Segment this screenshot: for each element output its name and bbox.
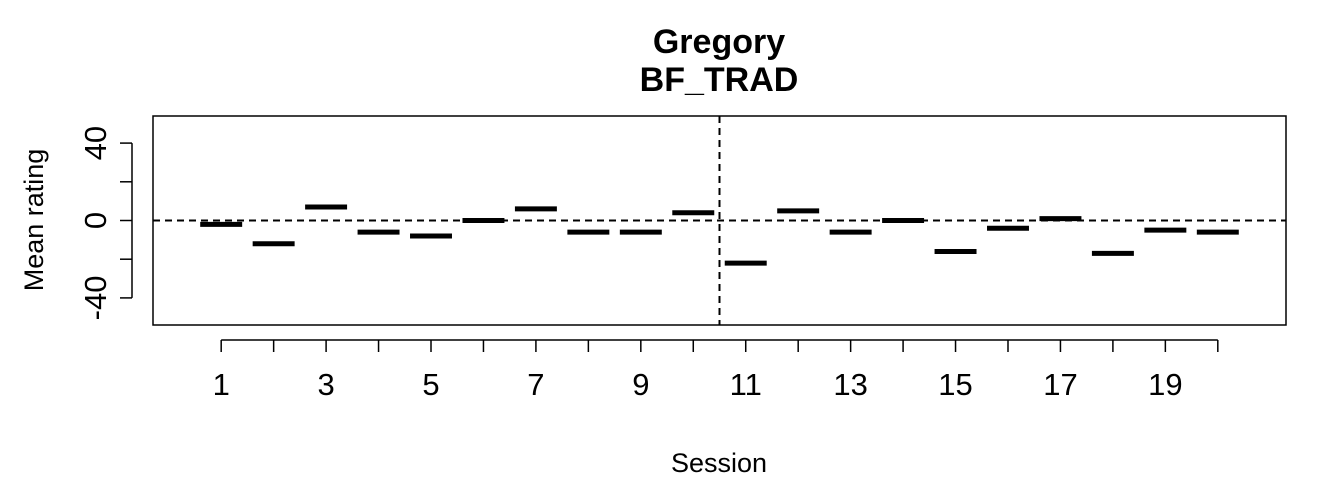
x-tick-label: 3: [317, 367, 334, 402]
y-tick-label: 40: [78, 126, 113, 160]
x-tick-label: 1: [213, 367, 230, 402]
x-tick-label: 11: [730, 367, 762, 402]
x-tick-label: 7: [527, 367, 544, 402]
y-axis-label: Mean rating: [19, 149, 49, 292]
chart-title: Gregory: [653, 23, 785, 61]
x-tick-label: 9: [632, 367, 649, 402]
x-tick-label: 13: [833, 367, 867, 402]
y-axis: -40 0 40: [78, 126, 133, 321]
x-tick-label: 15: [938, 367, 972, 402]
x-tick-label: 5: [422, 367, 439, 402]
x-tick-label: 17: [1043, 367, 1077, 402]
y-tick-label: -40: [78, 276, 113, 321]
session-means: [200, 204, 1239, 266]
chart-subtitle: BF_TRAD: [640, 61, 799, 99]
x-axis-label: Session: [671, 448, 767, 478]
x-axis: 1 3 5 7 9 11 13 15 17 19: [213, 339, 1219, 402]
y-tick-label: 0: [78, 212, 113, 229]
x-tick-label: 19: [1148, 367, 1182, 402]
